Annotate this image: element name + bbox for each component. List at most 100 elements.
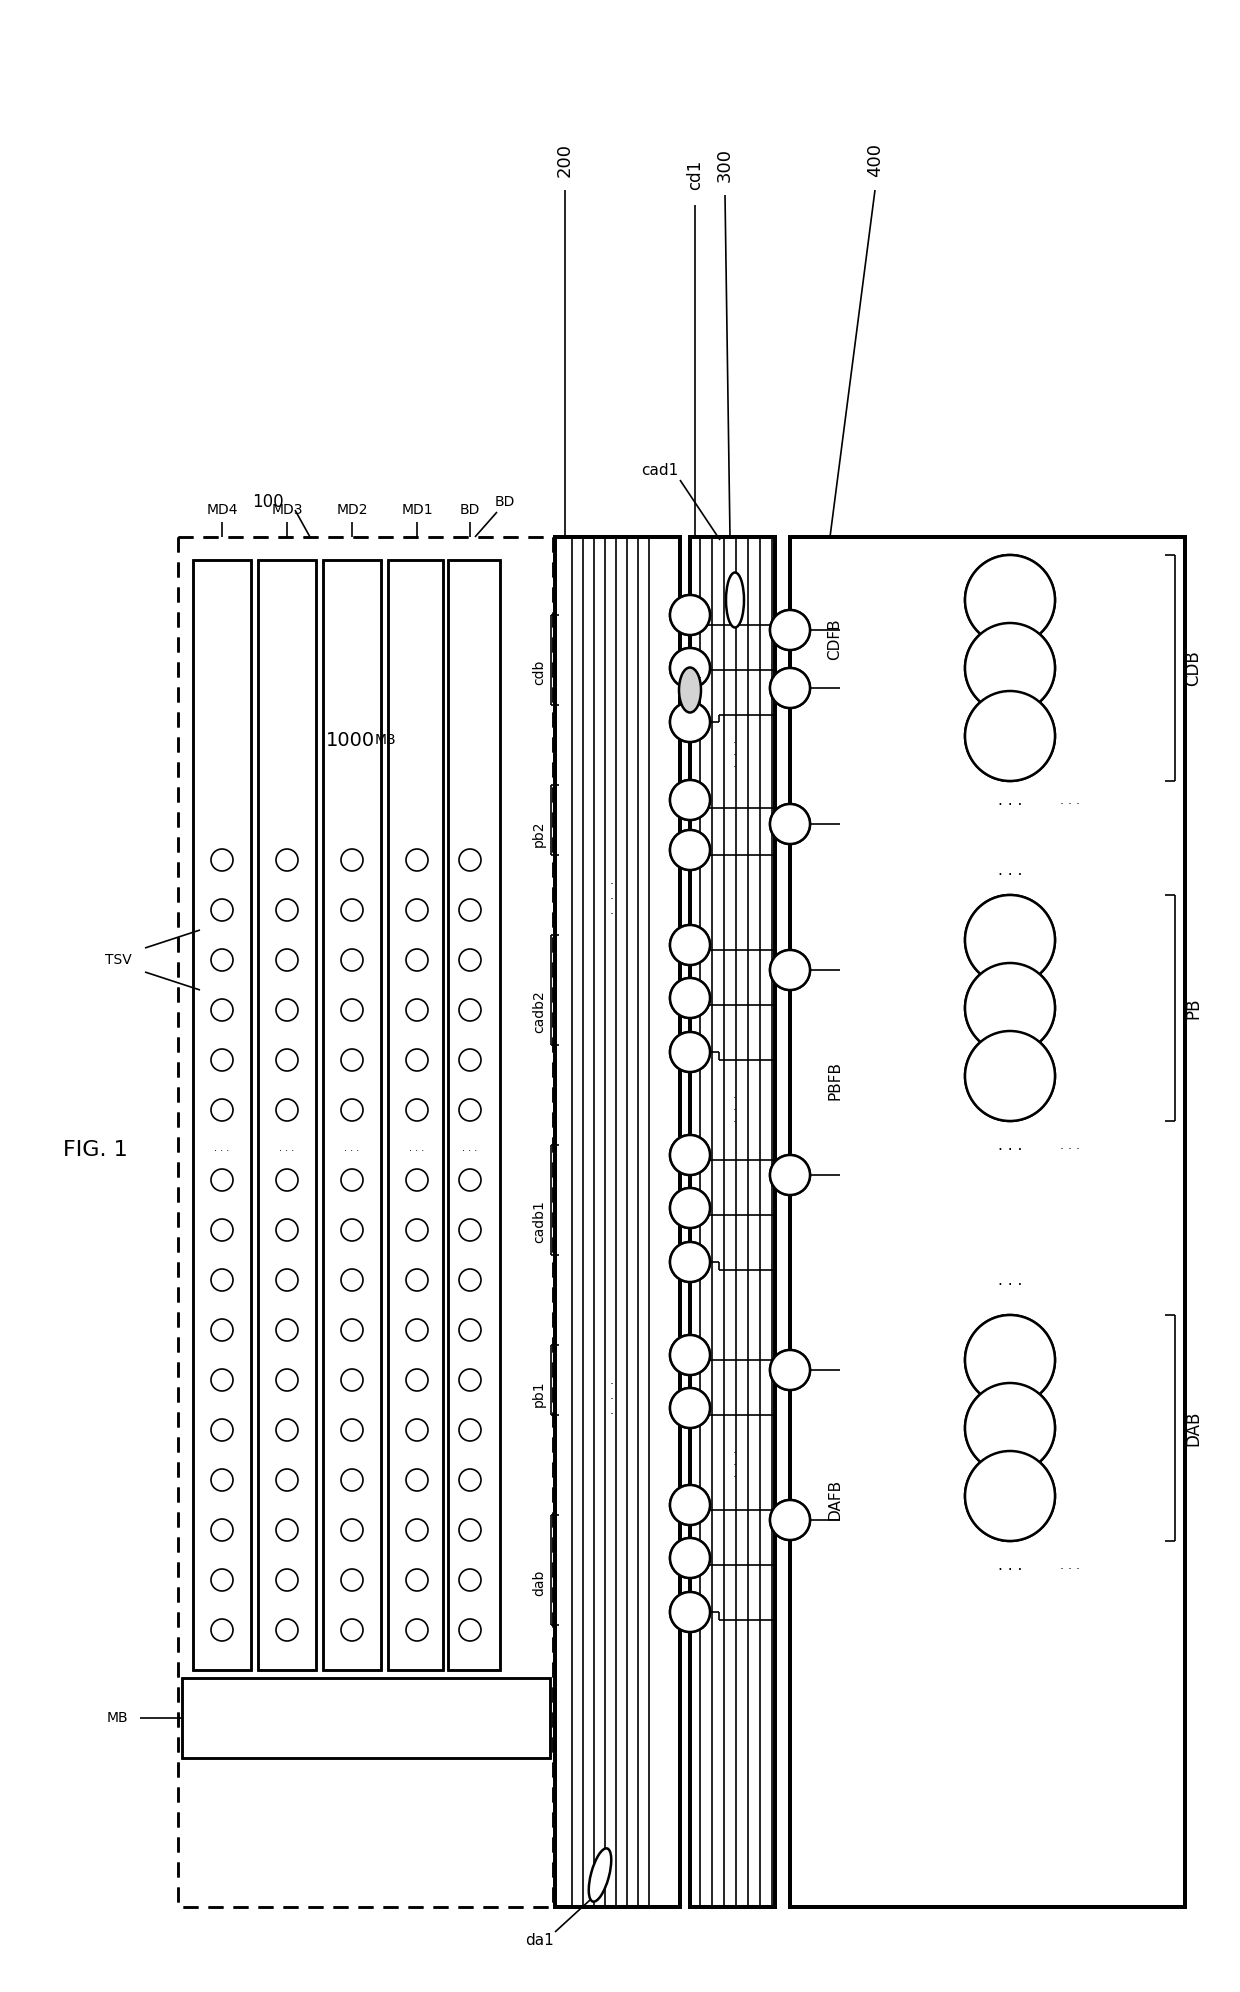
Circle shape <box>770 610 810 649</box>
Text: TSV: TSV <box>105 952 131 966</box>
Circle shape <box>459 1050 481 1072</box>
Circle shape <box>670 1135 711 1175</box>
Circle shape <box>277 1050 298 1072</box>
Text: pb1: pb1 <box>532 1380 546 1406</box>
Text: cd1: cd1 <box>686 159 704 189</box>
Text: . . .: . . . <box>1060 793 1080 807</box>
Text: ·
·
·: · · · <box>787 731 792 773</box>
Circle shape <box>670 1388 711 1428</box>
Text: ·
·
·: · · · <box>733 1094 737 1127</box>
Circle shape <box>277 1369 298 1390</box>
Circle shape <box>965 1032 1055 1121</box>
Circle shape <box>405 1369 428 1390</box>
Text: ·
·
·: · · · <box>688 741 692 783</box>
Text: . . .: . . . <box>463 1143 477 1153</box>
Circle shape <box>670 1032 711 1072</box>
Text: BD: BD <box>460 504 480 518</box>
Circle shape <box>405 1418 428 1440</box>
Circle shape <box>459 1319 481 1341</box>
Text: . . .: . . . <box>1060 1558 1080 1572</box>
Text: ·
·
·: · · · <box>688 1291 692 1333</box>
Circle shape <box>670 701 711 741</box>
Text: MD1: MD1 <box>402 504 433 518</box>
Text: cadb1: cadb1 <box>532 1199 546 1243</box>
Circle shape <box>670 1538 711 1578</box>
Circle shape <box>670 1335 711 1374</box>
Circle shape <box>965 691 1055 781</box>
Circle shape <box>670 1484 711 1526</box>
Bar <box>258 560 316 1669</box>
Text: ·
·
·: · · · <box>733 1448 737 1482</box>
Bar <box>556 538 680 1906</box>
Bar <box>258 560 316 1669</box>
Text: ·
·
·: · · · <box>610 1378 614 1422</box>
Circle shape <box>770 667 810 707</box>
Bar <box>448 560 500 1669</box>
Circle shape <box>670 647 711 687</box>
Circle shape <box>770 1351 810 1390</box>
Circle shape <box>211 948 233 970</box>
Circle shape <box>670 701 711 741</box>
Bar <box>179 538 553 1906</box>
Text: MB: MB <box>374 733 396 747</box>
Circle shape <box>405 1269 428 1291</box>
Circle shape <box>770 950 810 990</box>
Circle shape <box>965 962 1055 1054</box>
Text: MD3: MD3 <box>272 504 303 518</box>
Circle shape <box>770 1155 810 1195</box>
Bar <box>182 1677 551 1759</box>
Text: MD2: MD2 <box>336 504 368 518</box>
Circle shape <box>965 1450 1055 1542</box>
Bar <box>790 538 1185 1906</box>
Circle shape <box>670 1484 711 1526</box>
Circle shape <box>211 1468 233 1490</box>
Circle shape <box>670 978 711 1018</box>
Circle shape <box>277 1000 298 1022</box>
Circle shape <box>341 1169 363 1191</box>
Circle shape <box>770 1351 810 1390</box>
Text: . . .: . . . <box>998 1137 1022 1153</box>
Circle shape <box>405 1219 428 1241</box>
Circle shape <box>211 1418 233 1440</box>
Bar <box>388 560 443 1669</box>
Circle shape <box>965 623 1055 713</box>
Text: MD4: MD4 <box>206 504 238 518</box>
Circle shape <box>211 1219 233 1241</box>
Circle shape <box>211 898 233 920</box>
Bar <box>193 560 250 1669</box>
Circle shape <box>341 1000 363 1022</box>
Circle shape <box>405 898 428 920</box>
Circle shape <box>341 1418 363 1440</box>
Circle shape <box>341 1369 363 1390</box>
Text: cadb2: cadb2 <box>532 990 546 1032</box>
Circle shape <box>670 831 711 871</box>
Circle shape <box>277 1219 298 1241</box>
Text: 300: 300 <box>715 147 734 181</box>
Circle shape <box>770 667 810 707</box>
Text: PB: PB <box>1184 998 1202 1018</box>
Text: cad1: cad1 <box>641 462 678 478</box>
Bar <box>388 560 443 1669</box>
Bar <box>179 538 553 1906</box>
Text: CDB: CDB <box>1184 649 1202 685</box>
Text: FIG. 1: FIG. 1 <box>63 1139 128 1159</box>
Circle shape <box>277 1269 298 1291</box>
Ellipse shape <box>680 667 701 713</box>
Circle shape <box>341 898 363 920</box>
Circle shape <box>670 781 711 821</box>
Text: ·
·
·: · · · <box>698 673 702 707</box>
Text: DAFB: DAFB <box>827 1478 842 1520</box>
Text: DAB: DAB <box>1184 1410 1202 1446</box>
Text: da1: da1 <box>526 1932 554 1948</box>
Text: ·
·
·: · · · <box>688 1438 692 1482</box>
Circle shape <box>670 1135 711 1175</box>
Circle shape <box>459 1269 481 1291</box>
Circle shape <box>670 596 711 635</box>
Circle shape <box>405 1100 428 1121</box>
Text: . . .: . . . <box>345 1143 360 1153</box>
Circle shape <box>965 1382 1055 1472</box>
Circle shape <box>670 647 711 687</box>
Circle shape <box>341 1269 363 1291</box>
Circle shape <box>405 1000 428 1022</box>
Circle shape <box>770 1155 810 1195</box>
